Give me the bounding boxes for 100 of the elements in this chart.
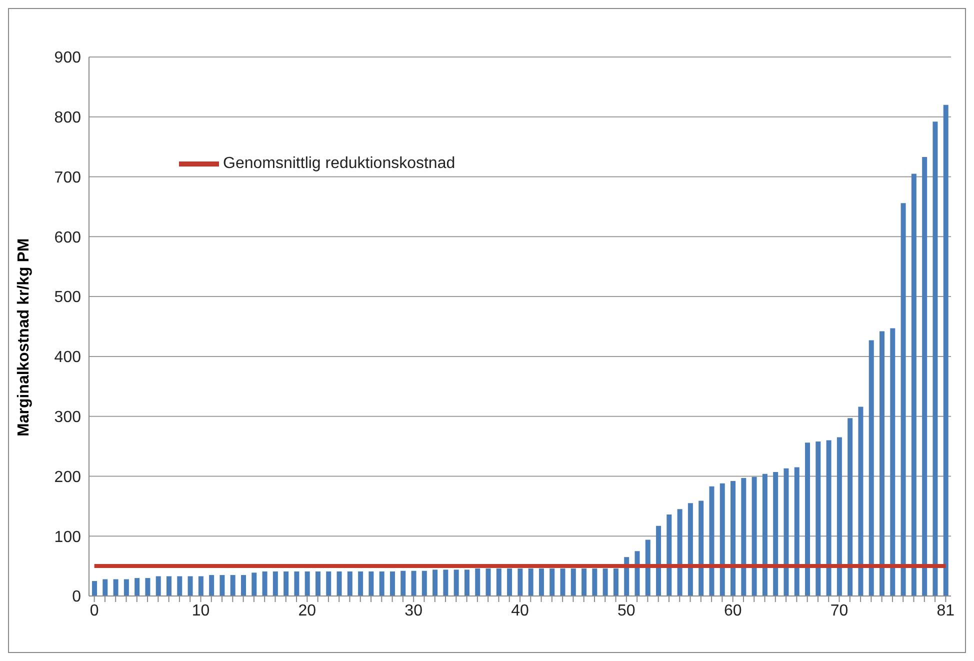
bar [634,551,640,596]
bar [836,437,842,596]
bar [741,478,746,596]
bar [145,578,150,596]
bar [209,575,214,596]
bar [422,570,427,596]
bar [188,576,193,596]
bar [326,571,332,596]
bar [411,570,416,596]
bar [890,328,896,596]
x-tick-label: 81 [936,602,955,620]
bar [560,568,566,596]
bar [752,476,757,596]
x-tick-label: 50 [618,602,636,620]
bar [156,576,161,596]
bar [304,571,310,596]
bar [570,568,576,596]
bar [550,568,555,596]
bar [507,568,512,596]
bar [698,500,704,596]
y-tick-label: 900 [54,50,82,67]
bar [880,331,885,596]
x-tick-label: 40 [511,602,529,620]
bar [762,474,768,596]
x-tick-label: 20 [298,602,316,620]
bar [688,503,693,596]
bar [911,174,916,596]
bar [645,540,650,596]
x-tick-label: 70 [830,602,848,620]
bar [784,468,789,596]
bar [166,576,172,596]
bar [347,571,352,596]
bar [826,440,832,596]
bar [538,568,544,596]
bar [496,568,502,596]
bar [922,157,928,596]
bar [868,340,874,596]
x-tick-label: 10 [192,602,210,620]
bar [134,578,140,596]
bar [486,568,491,596]
bar [315,571,320,596]
bar [240,575,246,596]
bar [528,568,534,596]
bar [709,486,714,596]
bar [475,568,480,596]
bar [294,571,300,596]
bar [848,418,853,596]
bar [262,571,268,596]
bar [252,572,257,596]
bar [368,571,374,596]
bar [677,509,682,596]
x-tick-label: 30 [404,602,423,620]
legend-label: Genomsnittlig reduktionskostnad [223,155,456,172]
y-tick-label: 200 [54,468,82,486]
y-tick-label: 600 [54,229,82,246]
bar [113,579,118,596]
bar [400,570,406,596]
y-axis-title: Marginalkostnad kr/kg PM [16,238,33,436]
bar [464,570,470,596]
bar [390,571,395,596]
bar [932,122,938,596]
y-tick-label: 500 [54,289,82,306]
bar [518,568,523,596]
bar [284,571,289,596]
y-tick-label: 300 [54,409,82,426]
bar [379,571,384,596]
bar [272,571,278,596]
y-tick-label: 0 [72,588,82,606]
x-tick-label: 0 [90,602,99,620]
bar [230,575,236,596]
bar [358,571,364,596]
bar [454,570,459,596]
bar [443,570,448,596]
y-tick-label: 100 [54,528,82,546]
bar [198,576,204,596]
bar [656,526,662,596]
x-tick-label: 60 [724,602,742,620]
bar [816,441,821,596]
bar [666,514,672,596]
bar [124,579,129,596]
bar [773,472,778,596]
bar [582,568,587,596]
bar [720,483,725,596]
bar [177,576,182,596]
bar [102,579,108,596]
bar [730,481,736,596]
bar [92,581,97,596]
bar [943,104,948,596]
y-tick-label: 800 [54,110,82,127]
y-tick-label: 400 [54,349,82,366]
y-tick-label: 700 [54,169,82,186]
bar [858,406,864,596]
bar [602,568,608,596]
bar [794,467,800,596]
bar [592,568,598,596]
bar [805,442,810,596]
bar [900,203,906,596]
bar [220,575,225,596]
bar [432,570,438,596]
bar [613,568,618,596]
